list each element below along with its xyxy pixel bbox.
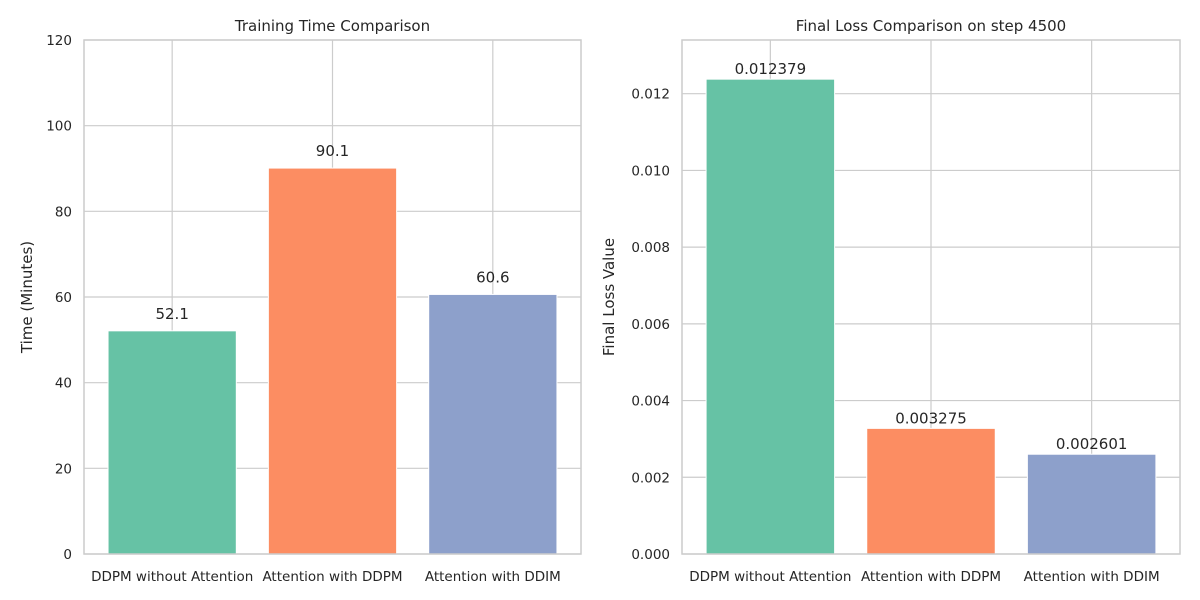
y-tick-label: 80 — [55, 204, 72, 220]
bar — [1026, 453, 1157, 555]
bar-data-label: 0.002601 — [1056, 435, 1128, 453]
y-tick-label: 0.006 — [631, 317, 670, 333]
y-tick-label: 0.012 — [631, 87, 670, 103]
bar — [107, 330, 237, 555]
bar-data-label: 60.6 — [476, 268, 509, 286]
x-tick-label: Attention with DDIM — [1024, 569, 1160, 585]
y-tick-label: 60 — [55, 290, 72, 306]
y-tick-label: 0.010 — [631, 163, 670, 179]
chart-panel-2: 0.000 0.002 0.004 0.006 0.008 0.010 0.012 0.012… — [600, 17, 1181, 585]
axes-frame — [681, 39, 1181, 555]
bar-data-label: 90.1 — [316, 142, 349, 160]
bar — [705, 78, 836, 555]
y-tick-label: 100 — [46, 119, 72, 135]
x-tick-label: DDPM without Attention — [91, 569, 253, 585]
x-tick-label: Attention with DDPM — [861, 569, 1001, 585]
bar-data-label: 0.012379 — [735, 60, 807, 78]
x-tick-label: Attention with DDIM — [425, 569, 561, 585]
y-tick-label: 0.000 — [631, 547, 670, 563]
bar — [428, 293, 558, 555]
y-tick-label: 40 — [55, 376, 72, 392]
x-tick-label: DDPM without Attention — [689, 569, 851, 585]
x-tick-label: Attention with DDPM — [262, 569, 402, 585]
bar-data-label: 0.003275 — [895, 409, 967, 427]
bar — [267, 167, 398, 555]
y-tick-label: 0 — [63, 547, 72, 563]
bar — [866, 427, 996, 555]
y-tick-label: 0.002 — [631, 470, 670, 486]
y-tick-label: 0.008 — [631, 240, 670, 256]
y-tick-label: 120 — [46, 33, 72, 49]
bar-data-label: 52.1 — [155, 305, 188, 323]
chart-title: Final Loss Comparison on step 4500 — [796, 17, 1066, 35]
y-axis-label: Time (Minutes) — [18, 241, 36, 354]
axes-frame — [83, 39, 582, 555]
y-axis-label: Final Loss Value — [600, 238, 618, 356]
chart-panel-1: 0 20 40 60 80 100 120 52.1 90.1 60.6 DDPM without … — [18, 17, 582, 585]
y-tick-label: 0.004 — [631, 394, 670, 410]
chart-title: Training Time Comparison — [234, 17, 430, 35]
y-tick-label: 20 — [55, 461, 72, 477]
